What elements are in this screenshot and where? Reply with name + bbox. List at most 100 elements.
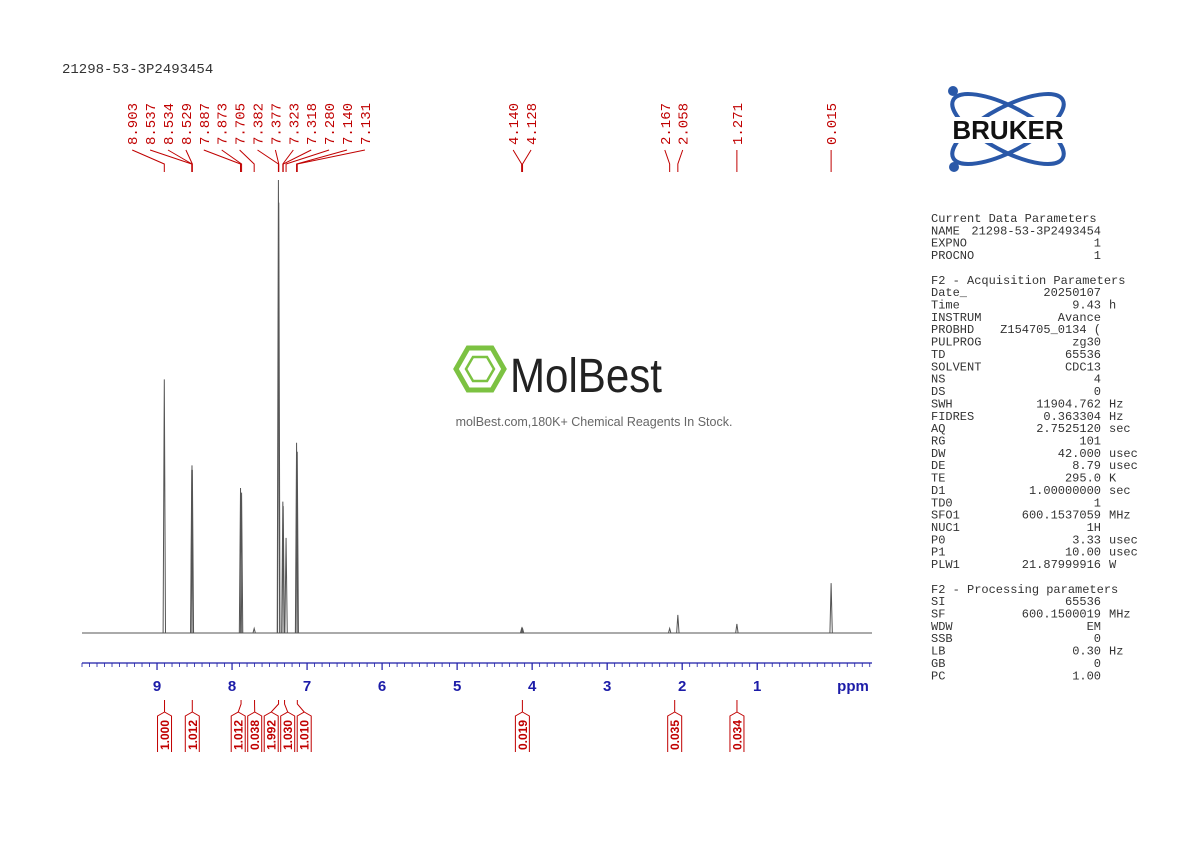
peak-label: 7.382 (252, 103, 268, 145)
parameter-value: 11904.762 (1036, 397, 1101, 411)
peak-label: 1.271 (731, 103, 747, 145)
peak-label: 8.529 (180, 103, 196, 145)
peak-label-connector (282, 149, 312, 172)
parameter-unit: Hz (1109, 397, 1123, 411)
peak-label-connector (257, 149, 279, 172)
peak (829, 583, 833, 634)
watermark-logo (453, 345, 507, 393)
peak-label: 7.323 (287, 103, 303, 145)
integral-bracket-side (736, 711, 745, 752)
peak-label: 7.318 (305, 103, 321, 145)
integral-bracket-side (237, 711, 246, 752)
peak (520, 626, 525, 634)
parameter-name: WDW (931, 620, 953, 634)
parameter-value: 1 (1094, 496, 1101, 510)
parameter-value: Z154705_0134 ( (1000, 323, 1101, 337)
integral-label: 1.010 (298, 720, 312, 750)
watermark: MolBest molBest.com,180K+ Chemical Reage… (453, 345, 733, 429)
peak-label: 7.377 (269, 103, 285, 145)
peak-label-connector (185, 149, 193, 172)
peak-label: 4.140 (507, 103, 523, 145)
peak (277, 202, 281, 634)
parameter-name: DW (931, 447, 946, 461)
peak-label: 7.873 (216, 103, 232, 145)
parameter-name: DE (931, 459, 945, 473)
integral-bracket-side (287, 711, 296, 752)
parameter-value: 1.00 (1072, 669, 1101, 683)
peak-label-connector (132, 149, 165, 172)
parameter-unit: K (1109, 472, 1117, 486)
integral-label: 0.035 (668, 720, 682, 750)
parameter-name: AQ (931, 422, 945, 436)
parameter-name: SF (931, 608, 945, 622)
peak (252, 626, 256, 634)
parameter-name: GB (931, 657, 945, 671)
peak (284, 537, 288, 634)
parameter-value: 0.30 (1072, 645, 1101, 659)
parameter-value: 4 (1094, 373, 1101, 387)
integral-label: 1.992 (265, 720, 279, 750)
spectrum-plot: 8.903 8.537 8.534 8.529 7.887 7.873 7.705 7.382… (81, 103, 872, 752)
logo-orbit (950, 92, 1066, 166)
x-tick-label: 5 (453, 678, 461, 695)
peak-label: 2.167 (659, 103, 675, 145)
x-tick-label: 1 (753, 678, 761, 695)
peak-label-connector (167, 149, 193, 172)
parameter-value: 1 (1094, 249, 1101, 263)
parameter-value: 1 (1094, 237, 1101, 251)
parameter-value: 65536 (1065, 348, 1101, 362)
parameter-value: 8.79 (1072, 459, 1101, 473)
parameter-unit: h (1109, 299, 1116, 313)
peak (735, 623, 739, 634)
peak-label-connector (512, 149, 523, 172)
parameter-name: NAME (931, 224, 960, 238)
logo-dot (948, 86, 958, 96)
peak (190, 469, 195, 634)
parameter-unit: sec (1109, 422, 1131, 436)
parameter-name: PROBHD (931, 323, 974, 337)
peak-label: 8.537 (144, 103, 160, 145)
parameter-value: 9.43 (1072, 299, 1101, 313)
parameter-name: D1 (931, 484, 945, 498)
logo-dot (949, 162, 959, 172)
integral-label: 1.012 (186, 720, 200, 750)
peak (667, 626, 672, 634)
x-tick-label: 9 (153, 678, 161, 695)
parameter-value: 0 (1094, 657, 1101, 671)
parameter-name: TE (931, 472, 945, 486)
parameter-name: DS (931, 385, 945, 399)
parameter-value: zg30 (1072, 336, 1101, 350)
peak-label-connector (677, 149, 684, 172)
watermark-tagline: molBest.com,180K+ Chemical Reagents In S… (456, 415, 733, 429)
parameter-value: 20250107 (1043, 286, 1101, 300)
parameter-name: SSB (931, 632, 953, 646)
parameter-name: P1 (931, 546, 945, 560)
logo-orbit (950, 92, 1066, 166)
peak (281, 506, 285, 634)
peak (519, 626, 524, 634)
parameter-value: 295.0 (1065, 472, 1101, 486)
parameter-value: EM (1087, 620, 1101, 634)
parameter-value: 21.87999916 (1022, 558, 1101, 572)
integral-label: 1.030 (281, 720, 295, 750)
peak (294, 442, 299, 634)
bruker-logo: BRUKER (926, 86, 1090, 172)
parameter-name: FIDRES (931, 410, 974, 424)
parameter-value: 0 (1094, 632, 1101, 646)
parameter-unit: usec (1109, 546, 1138, 560)
peak-label-connector (221, 149, 243, 172)
watermark-logo-inner (464, 355, 496, 383)
parameter-value: 600.1537059 (1022, 509, 1101, 523)
sample-title: 21298-53-3P2493454 (62, 62, 213, 78)
peak-label-connector (282, 149, 294, 172)
peak (239, 492, 244, 634)
peak-label: 7.887 (198, 103, 214, 145)
parameter-name: NUC1 (931, 521, 960, 535)
parameter-unit: usec (1109, 533, 1138, 547)
parameter-value: 10.00 (1065, 546, 1101, 560)
peak-label: 0.015 (825, 103, 841, 145)
parameter-value: 600.1500019 (1022, 608, 1101, 622)
integral-label: 1.012 (232, 720, 246, 750)
peak (676, 614, 680, 634)
